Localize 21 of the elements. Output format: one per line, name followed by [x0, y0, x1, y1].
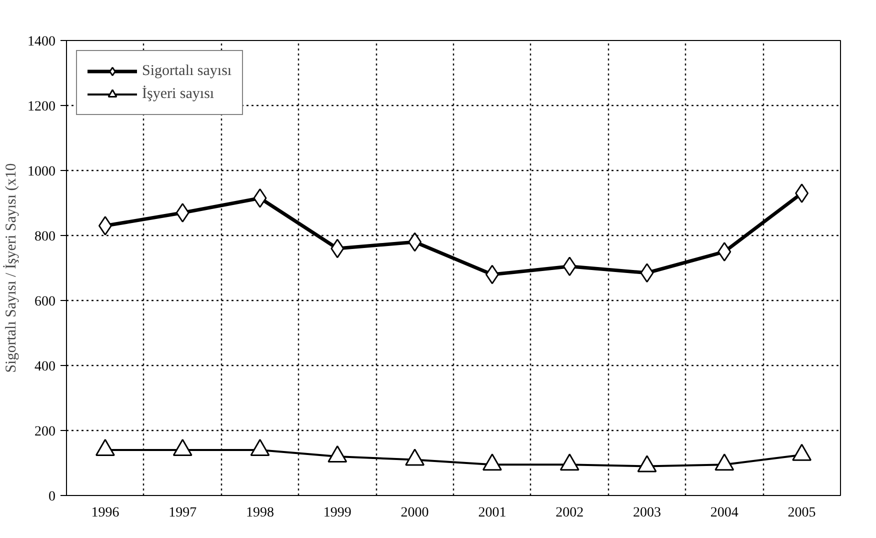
x-tick-label: 2005: [788, 506, 816, 520]
y-tick-label: 200: [34, 424, 56, 440]
y-tick-label: 1200: [28, 100, 56, 114]
y-tick-label: 600: [34, 294, 56, 310]
x-tick-label: 2002: [556, 506, 584, 520]
x-tick-label: 1999: [323, 506, 352, 520]
x-tick-label: 2000: [400, 506, 429, 520]
x-tick-label: 1998: [246, 506, 274, 520]
x-tick-label: 2001: [478, 506, 506, 520]
x-tick-label: 2003: [633, 506, 661, 520]
x-tick-label: 1997: [168, 506, 197, 520]
y-tick-label: 800: [34, 230, 56, 244]
y-tick-label: 1000: [28, 164, 56, 180]
legend-label: Sigortalı sayısı: [142, 62, 232, 80]
y-tick-label: 0: [48, 490, 56, 504]
y-tick-label: 1400: [28, 34, 56, 50]
legend-label: İşyeri sayısı: [142, 86, 214, 102]
y-tick-label: 400: [34, 360, 56, 374]
x-tick-label: 1996: [91, 506, 120, 520]
x-tick-label: 2004: [710, 506, 738, 520]
y-axis-title: Sigortalı Sayısı / İşyeri Sayısı (x10: [2, 163, 20, 373]
